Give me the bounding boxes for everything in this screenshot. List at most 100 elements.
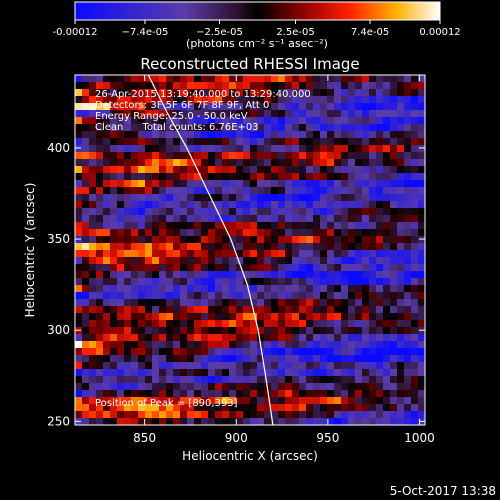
heatmap-cell [138, 124, 146, 132]
heatmap-cell [334, 159, 342, 167]
heatmap-cell [334, 390, 342, 398]
heatmap-cell [348, 404, 356, 412]
heatmap-cell [397, 173, 405, 181]
heatmap-cell [194, 201, 202, 209]
heatmap-cell [159, 306, 167, 314]
heatmap-cell [166, 362, 174, 370]
heatmap-cell [390, 145, 398, 153]
heatmap-cell [166, 257, 174, 265]
heatmap-cell [404, 166, 412, 174]
heatmap-cell [397, 404, 405, 412]
heatmap-cell [124, 341, 132, 349]
heatmap-cell [348, 89, 356, 97]
heatmap-cell [110, 348, 118, 356]
heatmap-cell [159, 82, 167, 90]
heatmap-cell [250, 327, 258, 335]
heatmap-cell [173, 208, 181, 216]
heatmap-cell [320, 292, 328, 300]
heatmap-cell [292, 187, 300, 195]
heatmap-cell [236, 418, 244, 425]
heatmap-cell [124, 264, 132, 272]
heatmap-cell [166, 187, 174, 195]
heatmap-cell [229, 173, 237, 181]
heatmap-cell [250, 313, 258, 321]
heatmap-cell [152, 236, 160, 244]
heatmap-cell [236, 271, 244, 279]
heatmap-cell [103, 397, 111, 405]
heatmap-cell [82, 222, 90, 230]
heatmap-cell [250, 222, 258, 230]
heatmap-cell [152, 411, 160, 419]
heatmap-cell [187, 131, 195, 139]
heatmap-cell [215, 201, 223, 209]
heatmap-cell [320, 285, 328, 293]
heatmap-cell [313, 117, 321, 125]
heatmap-cell [103, 306, 111, 314]
heatmap-cell [208, 299, 216, 307]
heatmap-cell [348, 103, 356, 111]
heatmap-cell [173, 362, 181, 370]
heatmap-cell [404, 145, 412, 153]
heatmap-cell [299, 124, 307, 132]
heatmap-cell [110, 117, 118, 125]
heatmap-cell [138, 257, 146, 265]
heatmap-cell [397, 124, 405, 132]
heatmap-cell [320, 243, 328, 251]
heatmap-cell [222, 222, 230, 230]
heatmap-cell [138, 131, 146, 139]
heatmap-cell [341, 89, 349, 97]
heatmap-cell [138, 243, 146, 251]
heatmap-cell [229, 397, 237, 405]
heatmap-cell [82, 173, 90, 181]
heatmap-cell [320, 348, 328, 356]
heatmap-cell [215, 243, 223, 251]
heatmap-cell [96, 306, 104, 314]
heatmap-cell [250, 180, 258, 188]
heatmap-cell [173, 222, 181, 230]
heatmap-cell [117, 117, 125, 125]
heatmap-cell [138, 383, 146, 391]
heatmap-cell [341, 194, 349, 202]
heatmap-cell [222, 243, 230, 251]
heatmap-cell [383, 264, 391, 272]
heatmap-cell [299, 215, 307, 223]
heatmap-cell [257, 418, 265, 425]
heatmap-cell [404, 117, 412, 125]
heatmap-cell [159, 397, 167, 405]
heatmap-cell [306, 313, 314, 321]
heatmap-cell [131, 299, 139, 307]
heatmap-cell [131, 103, 139, 111]
heatmap-cell [348, 145, 356, 153]
heatmap-cell [348, 327, 356, 335]
heatmap-cell [96, 299, 104, 307]
heatmap-cell [348, 166, 356, 174]
heatmap-cell [306, 257, 314, 265]
heatmap-cell [418, 278, 425, 286]
y-tick-label: 400 [47, 141, 70, 155]
heatmap-cell [313, 320, 321, 328]
heatmap-cell [355, 306, 363, 314]
colorbar-tick-label: -0.00012 [53, 27, 98, 38]
heatmap-cell [166, 299, 174, 307]
heatmap-cell [180, 320, 188, 328]
heatmap-cell [89, 187, 97, 195]
heatmap-cell [243, 215, 251, 223]
heatmap-cell [306, 348, 314, 356]
heatmap-cell [194, 355, 202, 363]
heatmap-cell [397, 348, 405, 356]
heatmap-cell [306, 362, 314, 370]
heatmap-cell [376, 229, 384, 237]
heatmap-cell [355, 215, 363, 223]
heatmap-cell [173, 257, 181, 265]
heatmap-cell [145, 341, 153, 349]
heatmap-cell [131, 243, 139, 251]
heatmap-cell [117, 327, 125, 335]
heatmap-cell [362, 117, 370, 125]
heatmap-cell [348, 411, 356, 419]
heatmap-cell [397, 257, 405, 265]
heatmap-cell [292, 173, 300, 181]
heatmap-cell [82, 348, 90, 356]
heatmap-cell [292, 257, 300, 265]
heatmap-cell [75, 194, 83, 202]
